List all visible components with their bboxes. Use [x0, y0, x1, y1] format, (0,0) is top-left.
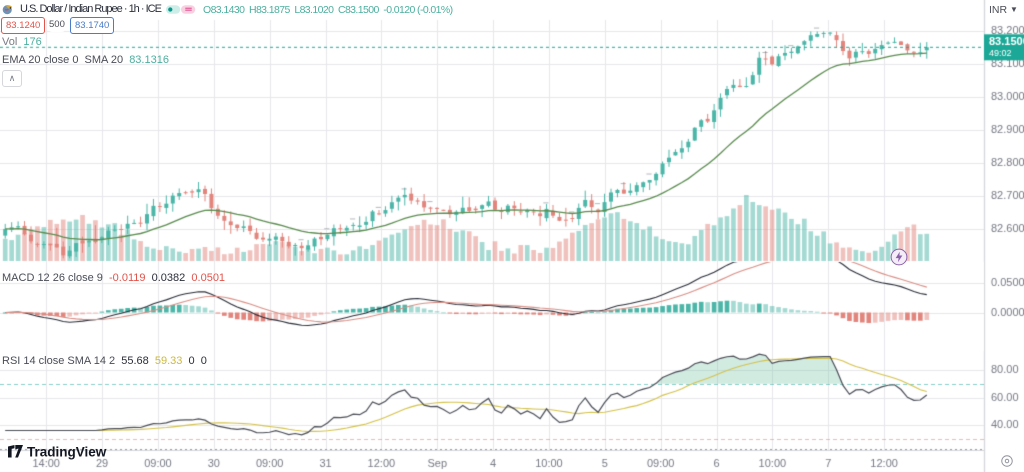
svg-text:TradingView: TradingView: [27, 445, 107, 460]
